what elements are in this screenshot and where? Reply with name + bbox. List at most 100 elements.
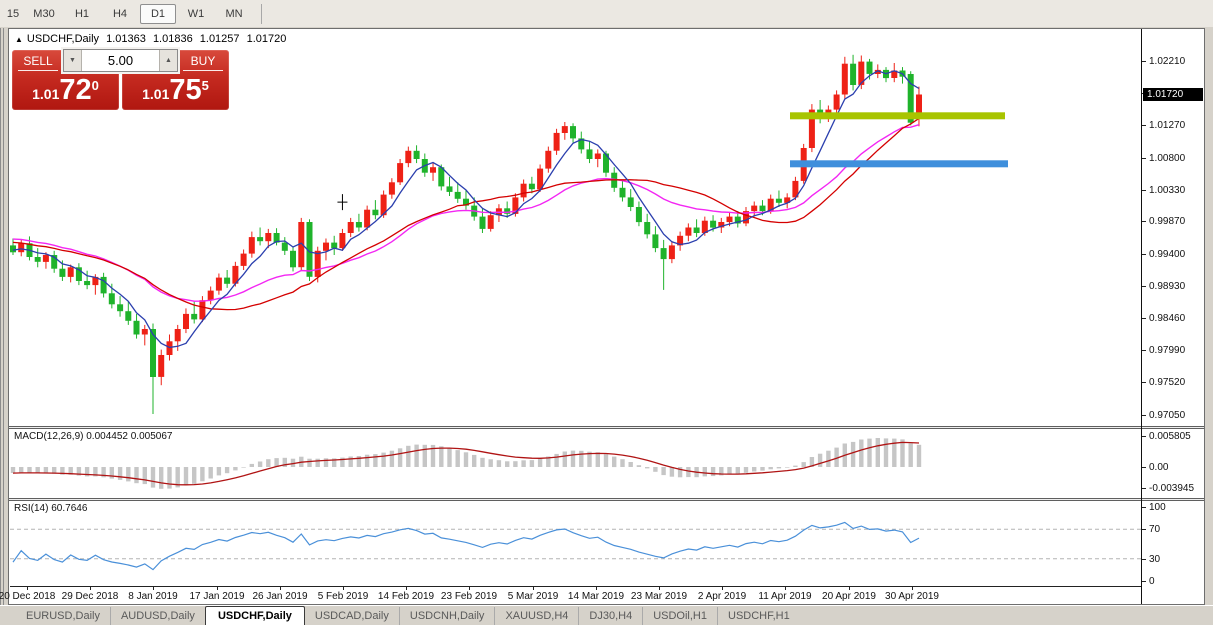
pane-separator[interactable] [9, 426, 1204, 429]
macd-axis-label: 0.005805 [1149, 431, 1191, 442]
toolbar-separator [261, 3, 262, 24]
ohlc-high: 1.01836 [152, 33, 193, 45]
volume-increase-button[interactable]: ▲ [159, 50, 177, 71]
date-tick [406, 587, 407, 590]
timeframe-button-d1[interactable]: D1 [140, 3, 176, 24]
date-axis-label: 29 Dec 2018 [61, 591, 119, 602]
window-frame-line [0, 28, 1, 605]
volume-input[interactable]: 5.00 [82, 50, 159, 71]
axis-tick [1142, 254, 1146, 255]
timeframe-button-15[interactable]: 15 [6, 7, 20, 20]
axis-tick [1142, 529, 1146, 530]
chart-tab-usdoil-h1[interactable]: USDOil,H1 [642, 607, 717, 625]
date-tick [469, 587, 470, 590]
buy-price[interactable]: 1.01755 [122, 71, 229, 110]
window-frame-line [3, 28, 4, 605]
date-tick [659, 587, 660, 590]
chart-title: ▲ USDCHF,Daily 1.01363 1.01836 1.01257 1.… [15, 33, 290, 45]
date-axis-label: 14 Mar 2019 [567, 591, 625, 602]
date-tick [153, 587, 154, 590]
sell-price-main: 72 [59, 74, 92, 106]
date-axis-label: 26 Jan 2019 [252, 591, 308, 602]
price-axis: 1.02210 1.01740 1.01270 1.00800 1.00330 … [1141, 29, 1205, 604]
chart-window: ▲ USDCHF,Daily 1.01363 1.01836 1.01257 1.… [0, 28, 1205, 605]
current-price-tag: 1.01720 [1143, 88, 1203, 101]
axis-tick [1142, 158, 1146, 159]
macd-axis-label: 0.00 [1149, 462, 1169, 473]
volume-control: ▼ 5.00 ▲ [63, 49, 178, 72]
chart-tab-usdcnh-daily[interactable]: USDCNH,Daily [398, 607, 495, 625]
rsi-name: RSI(14) [14, 503, 49, 514]
trend-line [790, 112, 1005, 120]
date-axis-label: 5 Mar 2019 [507, 591, 559, 602]
date-tick [785, 587, 786, 590]
axis-tick [1142, 61, 1146, 62]
macd-indicator-pane: MACD(12,26,9) 0.004452 0.005067 [10, 429, 1142, 498]
price-axis-label: 1.02210 [1149, 56, 1186, 67]
volume-decrease-button[interactable]: ▼ [64, 50, 82, 71]
date-axis-label: 30 Apr 2019 [885, 591, 939, 602]
date-axis-label: 20 Dec 2018 [0, 591, 56, 602]
axis-tick [1142, 559, 1146, 560]
rsi-axis-label: 70 [1149, 524, 1161, 535]
timeframe-button-h1[interactable]: H1 [74, 7, 90, 20]
spinner-down-icon: ▼ [69, 57, 76, 64]
axis-tick [1142, 488, 1146, 489]
axis-tick [1142, 318, 1146, 319]
sell-underline [18, 70, 58, 71]
chart-tab-bar: EURUSD,Daily AUDUSD,Daily USDCHF,Daily USDC… [0, 605, 1213, 625]
chart-tab-usdchf-h1[interactable]: USDCHF,H1 [717, 607, 800, 625]
rsi-axis-label: 30 [1149, 554, 1161, 565]
buy-price-pip: 5 [201, 78, 209, 93]
date-axis-label: 11 Apr 2019 [758, 591, 812, 602]
date-tick [912, 587, 913, 590]
chart-tab-dj30-h4[interactable]: DJ30,H4 [578, 607, 642, 625]
chart-tab-audusd-daily[interactable]: AUDUSD,Daily [109, 607, 205, 625]
buy-button[interactable]: BUY [190, 54, 216, 68]
one-click-trade-panel: SELL 1.01720 BUY 1.01755 ▼ 5.00 ▲ [12, 49, 229, 110]
date-axis-label: 17 Jan 2019 [189, 591, 245, 602]
date-axis-label: 23 Mar 2019 [630, 591, 688, 602]
date-axis-label: 23 Feb 2019 [440, 591, 498, 602]
sell-button[interactable]: SELL [23, 54, 53, 68]
date-tick [90, 587, 91, 590]
chart-tab-usdchf-daily[interactable]: USDCHF,Daily [204, 606, 305, 625]
date-tick [596, 587, 597, 590]
price-axis-label: 0.98930 [1149, 281, 1186, 292]
price-axis-label: 1.00330 [1149, 185, 1186, 196]
rsi-axis-label: 0 [1149, 576, 1155, 587]
rsi-indicator-pane: RSI(14) 60.7646 [10, 501, 1142, 587]
date-tick [849, 587, 850, 590]
buy-underline [183, 70, 223, 71]
date-axis-label: 2 Apr 2019 [697, 591, 747, 602]
chart-tab-usdcad-daily[interactable]: USDCAD,Daily [314, 610, 389, 622]
timeframe-button-w1[interactable]: W1 [187, 7, 205, 20]
timeframe-button-h4[interactable]: H4 [112, 7, 128, 20]
axis-tick [1142, 286, 1146, 287]
price-axis-label: 0.97520 [1149, 377, 1186, 388]
axis-tick [1142, 581, 1146, 582]
macd-axis-label: -0.003945 [1149, 483, 1195, 494]
date-tick [27, 587, 28, 590]
price-chart-pane[interactable]: ▲ USDCHF,Daily 1.01363 1.01836 1.01257 1.… [10, 29, 1142, 426]
date-tick [280, 587, 281, 590]
date-axis-label: 5 Feb 2019 [317, 591, 369, 602]
ohlc-close: 1.01720 [246, 33, 287, 45]
sell-price[interactable]: 1.01720 [12, 71, 119, 110]
price-axis-label: 0.99400 [1149, 249, 1186, 260]
chart-tab-xauusd-h4[interactable]: XAUUSD,H4 [494, 607, 578, 625]
price-axis-label: 1.00800 [1149, 153, 1186, 164]
timeframe-button-mn[interactable]: MN [225, 7, 243, 20]
price-axis-label: 0.99870 [1149, 216, 1186, 227]
macd-values: 0.004452 0.005067 [86, 431, 173, 442]
date-axis-label: 8 Jan 2019 [128, 591, 178, 602]
timeframe-button-m30[interactable]: M30 [33, 7, 55, 20]
chart-tab-eurusd-daily[interactable]: EURUSD,Daily [26, 610, 100, 622]
chart-symbol-label: USDCHF,Daily [26, 33, 100, 45]
spinner-up-icon: ▲ [165, 57, 172, 64]
pane-separator[interactable] [9, 498, 1204, 501]
macd-label: MACD(12,26,9) 0.004452 0.005067 [14, 431, 172, 442]
rsi-label: RSI(14) 60.7646 [14, 503, 87, 514]
rsi-value: 60.7646 [51, 503, 88, 514]
axis-tick [1142, 507, 1146, 508]
